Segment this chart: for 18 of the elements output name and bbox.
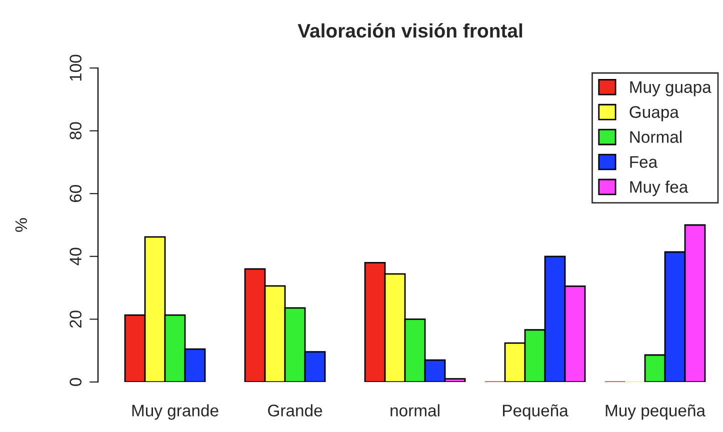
y-tick-label: 40 bbox=[70, 248, 82, 266]
y-tick-label: 60 bbox=[70, 184, 82, 202]
legend-label: Muy fea bbox=[630, 180, 688, 196]
x-tick-label: Grande bbox=[268, 404, 322, 416]
y-tick-label: 100 bbox=[70, 54, 82, 81]
x-tick-label: Muy grande bbox=[132, 404, 218, 420]
legend-label: Guapa bbox=[630, 106, 679, 122]
x-tick-label: Muy pequeña bbox=[606, 404, 706, 420]
legend-label: Muy guapa bbox=[630, 81, 712, 96]
y-axis-title: % bbox=[15, 218, 28, 232]
chart-title: Valoración visión frontal bbox=[298, 23, 522, 38]
y-tick-label: 80 bbox=[70, 122, 82, 140]
x-tick-label: Pequeña bbox=[503, 404, 568, 420]
legend-label: Fea bbox=[630, 156, 658, 168]
legend-label: Normal bbox=[630, 130, 682, 143]
x-tick-label: normal bbox=[390, 404, 440, 416]
y-tick-label: 0 bbox=[70, 378, 82, 386]
y-tick-label: 20 bbox=[70, 310, 82, 328]
